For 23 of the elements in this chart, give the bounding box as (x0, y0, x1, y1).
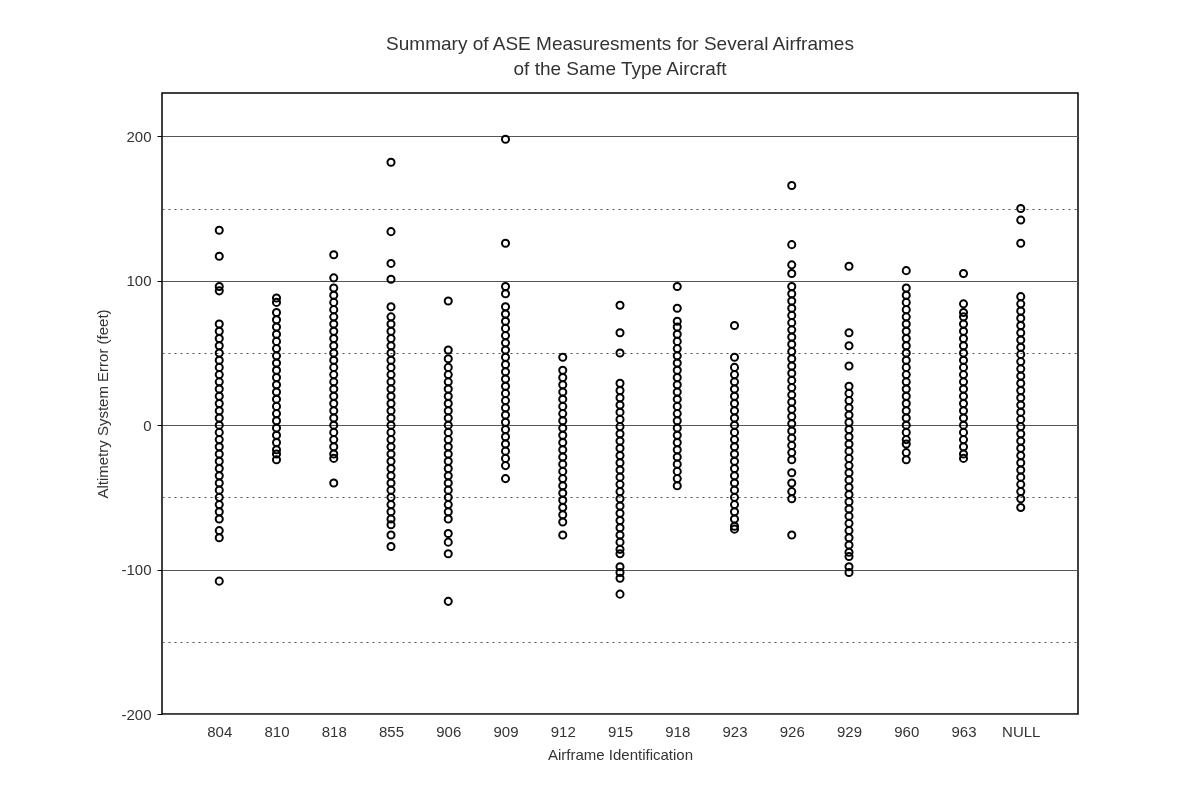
y-tick-label: 200 (126, 127, 152, 145)
x-axis-title: Airframe Identification (547, 745, 694, 763)
x-tick-label: 906 (436, 722, 462, 740)
x-tick-label: 804 (207, 722, 233, 740)
x-tick-label: 918 (665, 722, 691, 740)
x-tick-label: 912 (550, 722, 576, 740)
y-tick-label: -200 (121, 705, 152, 723)
y-tick-label: -100 (121, 561, 152, 579)
chart-title: Summary of ASE Measuresments for Several Airframes of the Same Type Aircraft (386, 33, 854, 79)
y-axis-title: Altimetry System Error (feet) (94, 309, 112, 499)
x-tick-label: 963 (951, 722, 977, 740)
x-tick-label: 810 (264, 722, 290, 740)
x-tick-label: 915 (607, 722, 634, 740)
x-tick-label: 923 (722, 722, 748, 740)
x-tick-label: NULL (1002, 722, 1041, 740)
x-tick-label: 960 (894, 722, 920, 740)
x-tick-label: 855 (378, 722, 405, 740)
y-tick-label: 100 (126, 272, 152, 290)
y-tick-label: 0 (143, 416, 152, 434)
x-tick-label: 926 (779, 722, 805, 740)
x-tick-label: 929 (836, 722, 863, 740)
x-tick-label: 909 (493, 722, 519, 740)
x-tick-label: 818 (321, 722, 347, 740)
